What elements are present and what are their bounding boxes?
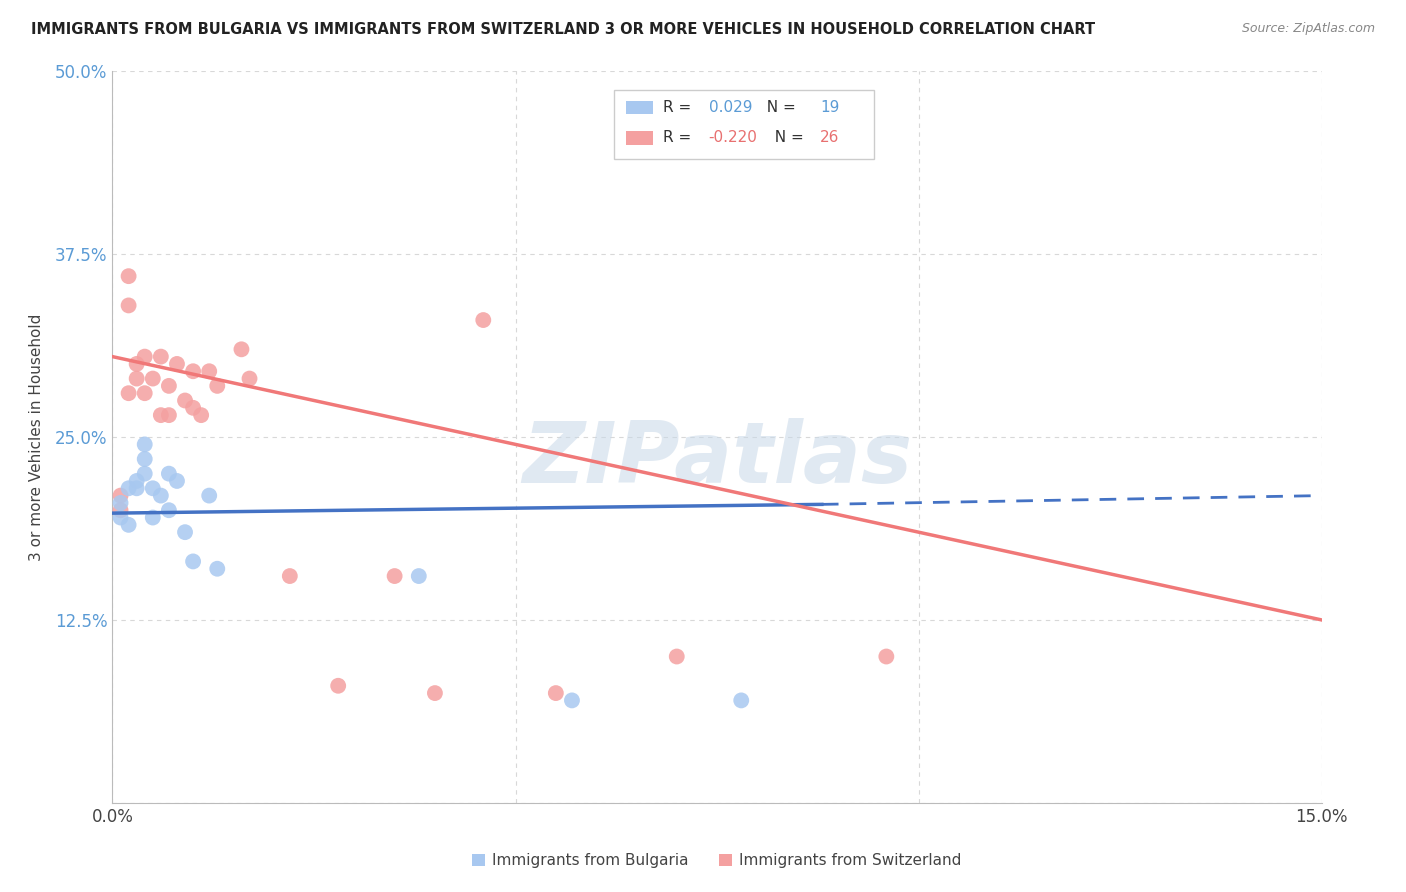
Point bbox=[730, 693, 752, 707]
Point bbox=[134, 386, 156, 401]
Point bbox=[198, 489, 221, 503]
Point bbox=[174, 393, 197, 408]
Point bbox=[157, 503, 180, 517]
Point bbox=[149, 408, 172, 422]
Point bbox=[278, 569, 301, 583]
Point bbox=[665, 649, 688, 664]
Text: N =: N = bbox=[756, 100, 800, 115]
Point bbox=[157, 408, 180, 422]
Text: -0.220: -0.220 bbox=[709, 130, 758, 145]
Point bbox=[207, 562, 229, 576]
Text: R =: R = bbox=[662, 100, 696, 115]
Point bbox=[231, 343, 253, 357]
FancyBboxPatch shape bbox=[626, 101, 652, 114]
Text: N =: N = bbox=[765, 130, 808, 145]
Point bbox=[238, 371, 260, 385]
Point bbox=[408, 569, 430, 583]
Text: Source: ZipAtlas.com: Source: ZipAtlas.com bbox=[1241, 22, 1375, 36]
Point bbox=[134, 452, 156, 467]
Point bbox=[190, 408, 212, 422]
Legend: Immigrants from Bulgaria, Immigrants from Switzerland: Immigrants from Bulgaria, Immigrants fro… bbox=[472, 854, 962, 868]
Point bbox=[166, 474, 188, 488]
Point bbox=[142, 510, 165, 524]
Point bbox=[544, 686, 567, 700]
Point bbox=[875, 649, 897, 664]
Point bbox=[181, 364, 204, 378]
Point bbox=[423, 686, 446, 700]
Point bbox=[134, 350, 156, 364]
Text: 26: 26 bbox=[820, 130, 839, 145]
Point bbox=[125, 357, 148, 371]
Point bbox=[328, 679, 350, 693]
Text: ZIPatlas: ZIPatlas bbox=[522, 417, 912, 500]
Text: 0.029: 0.029 bbox=[709, 100, 752, 115]
Point bbox=[142, 371, 165, 385]
Point bbox=[207, 379, 229, 393]
Point bbox=[117, 298, 139, 312]
Point bbox=[561, 693, 583, 707]
Point bbox=[181, 401, 204, 415]
Point bbox=[110, 503, 132, 517]
Point bbox=[384, 569, 406, 583]
Point bbox=[110, 496, 132, 510]
Point bbox=[125, 481, 148, 495]
FancyBboxPatch shape bbox=[614, 90, 875, 159]
Text: 19: 19 bbox=[820, 100, 839, 115]
Point bbox=[117, 269, 139, 284]
Point bbox=[149, 489, 172, 503]
Point bbox=[117, 517, 139, 532]
Point bbox=[166, 357, 188, 371]
Point bbox=[142, 481, 165, 495]
Point bbox=[110, 489, 132, 503]
Text: IMMIGRANTS FROM BULGARIA VS IMMIGRANTS FROM SWITZERLAND 3 OR MORE VEHICLES IN HO: IMMIGRANTS FROM BULGARIA VS IMMIGRANTS F… bbox=[31, 22, 1095, 37]
Point bbox=[117, 386, 139, 401]
Point bbox=[149, 350, 172, 364]
Text: R =: R = bbox=[662, 130, 696, 145]
Point bbox=[198, 364, 221, 378]
Y-axis label: 3 or more Vehicles in Household: 3 or more Vehicles in Household bbox=[30, 313, 44, 561]
Point bbox=[134, 437, 156, 451]
Point bbox=[472, 313, 495, 327]
Point bbox=[181, 554, 204, 568]
Point bbox=[125, 474, 148, 488]
Point bbox=[110, 510, 132, 524]
FancyBboxPatch shape bbox=[626, 131, 652, 145]
Point bbox=[157, 467, 180, 481]
Point bbox=[125, 371, 148, 385]
Point bbox=[134, 467, 156, 481]
Point bbox=[174, 525, 197, 540]
Point bbox=[157, 379, 180, 393]
Point bbox=[117, 481, 139, 495]
